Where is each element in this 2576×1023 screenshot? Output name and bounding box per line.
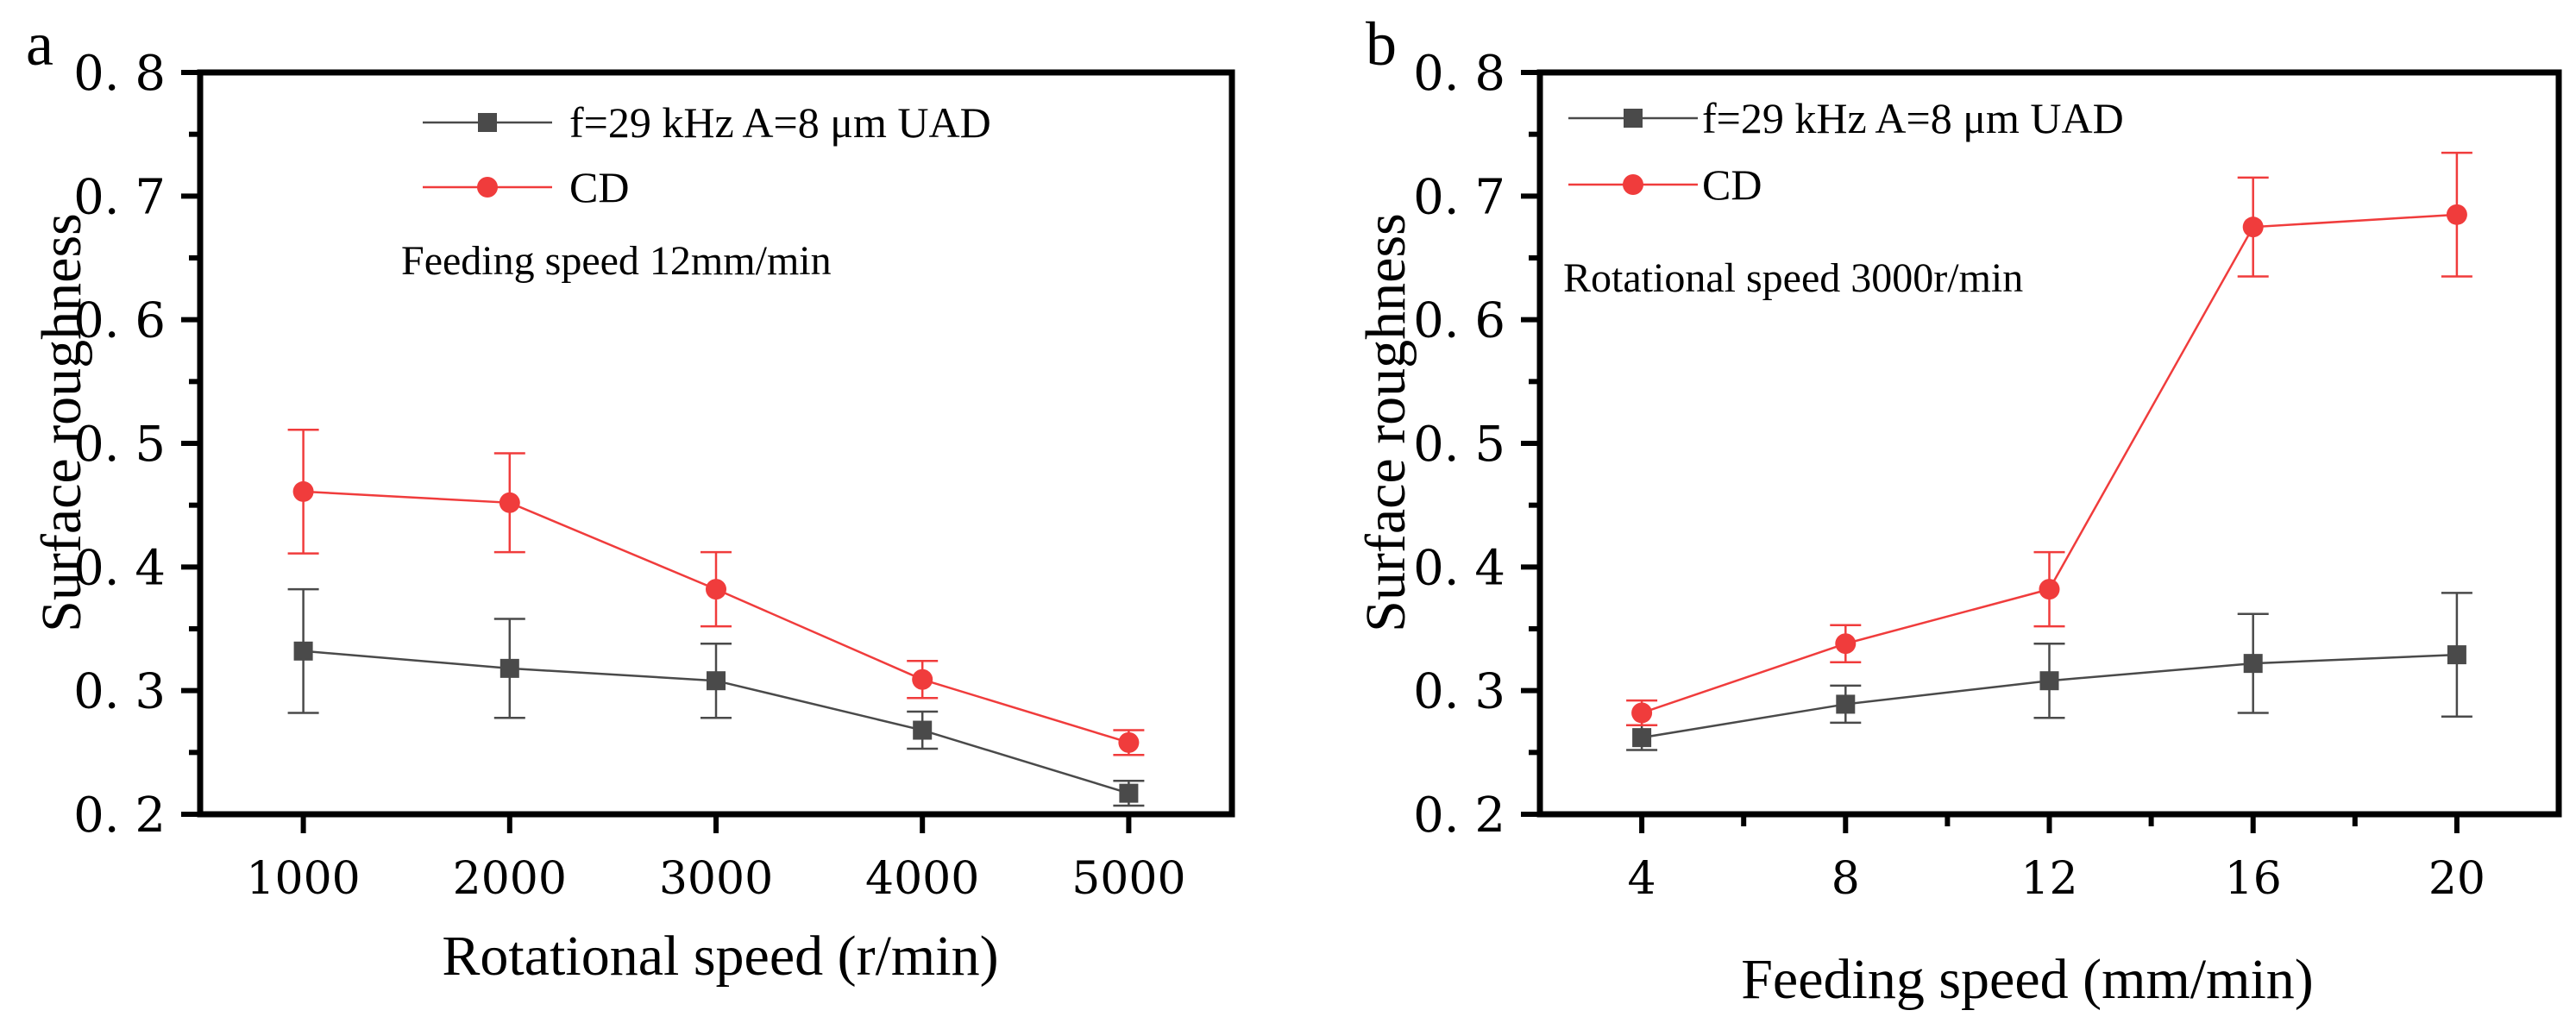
panel-letter: a [26,9,53,78]
x-tick-label: 16 [2225,853,2282,905]
x-tick-label: 2000 [453,853,567,905]
x-axis-title: Rotational speed (r/min) [442,925,998,988]
data-point [2446,204,2467,225]
data-point [2243,654,2263,674]
data-point [2039,671,2059,691]
annotation: Feeding speed 12mm/min [401,238,832,284]
x-tick-label: 3000 [659,853,773,905]
y-axis-title: Surface roughness [30,213,93,632]
x-axis: 4 8 12 16 20 [1628,814,2485,905]
data-point [499,658,519,678]
series-layer [287,428,1145,807]
y-tick-label: 0. 7 [73,169,166,225]
data-point [1632,728,1652,748]
data-point [1118,731,1140,753]
legend-marker [1624,109,1643,128]
y-tick-label: 0. 7 [1413,169,1505,225]
y-tick-label: 0. 8 [73,46,166,102]
data-point [2242,217,2264,238]
y-tick-label: 0. 5 [73,417,166,473]
data-point [1835,633,1857,655]
legend-marker [478,113,497,132]
legend-marker [477,177,498,198]
y-axis: 0. 2 0. 3 0. 4 0. 5 0. 6 0. 7 0. 8 [1413,46,1540,844]
data-point [706,579,726,600]
x-axis-title: Feeding speed (mm/min) [1741,948,2314,1011]
x-tick-label: 20 [2428,853,2485,905]
y-tick-label: 0. 8 [1413,46,1505,102]
data-point [1631,702,1653,724]
legend-label-cd: CD [1702,160,1762,209]
x-tick-label: 5000 [1071,853,1185,905]
data-point [913,720,933,740]
legend: f=29 kHz A=8 μm UAD CD [423,98,991,211]
y-tick-label: 0. 6 [73,293,166,349]
x-tick-label: 12 [2020,853,2077,905]
panel-b: b 0. 20. 30. 40. 50. 60. 70. 8 4 8 12 16 20 … [1354,9,2562,1011]
series-uad [1626,592,2472,751]
data-point [912,668,933,690]
y-tick-label: 0. 3 [1413,664,1505,720]
x-axis: 1000 2000 3000 4000 5000 [246,814,1186,905]
data-point [499,492,520,513]
y-tick-label: 0. 3 [73,664,166,720]
series-cd [287,428,1145,756]
data-point [707,671,726,691]
y-tick-label: 0. 6 [1413,293,1505,349]
legend: f=29 kHz A=8 μm UAD CD [1568,94,2124,209]
x-tick-label: 8 [1831,853,1860,905]
x-tick-label: 4000 [865,853,979,905]
panel-a: a 0. 2 0. 3 0. 4 0. 5 0. 6 0. 7 0. 8 1000 2000 3… [26,9,1235,988]
data-point [2039,579,2060,600]
data-point [1836,694,1856,714]
y-tick-label: 0. 2 [1413,788,1505,844]
data-point [292,480,314,502]
series-uad [287,587,1145,807]
y-tick-label: 0. 4 [1413,540,1505,596]
legend-label-uad: f=29 kHz A=8 μm UAD [569,98,991,147]
y-axis-title: Surface roughness [1354,213,1417,632]
y-tick-label: 0. 2 [73,788,166,844]
y-tick-label: 0. 4 [73,540,166,596]
y-axis: 0. 2 0. 3 0. 4 0. 5 0. 6 0. 7 0. 8 [73,46,200,844]
series-layer [1626,151,2472,751]
data-point [293,641,313,661]
series-cd [1626,151,2472,727]
y-tick-label: 0. 5 [1413,417,1505,473]
data-point [1119,783,1139,803]
panel-letter: b [1366,9,1397,78]
data-point [2447,645,2466,665]
annotation: Rotational speed 3000r/min [1563,255,2023,301]
x-tick-label: 4 [1628,853,1656,905]
legend-label-uad: f=29 kHz A=8 μm UAD [1702,94,2124,142]
legend-label-cd: CD [569,163,629,211]
x-tick-label: 1000 [246,853,360,905]
legend-marker [1623,174,1643,195]
